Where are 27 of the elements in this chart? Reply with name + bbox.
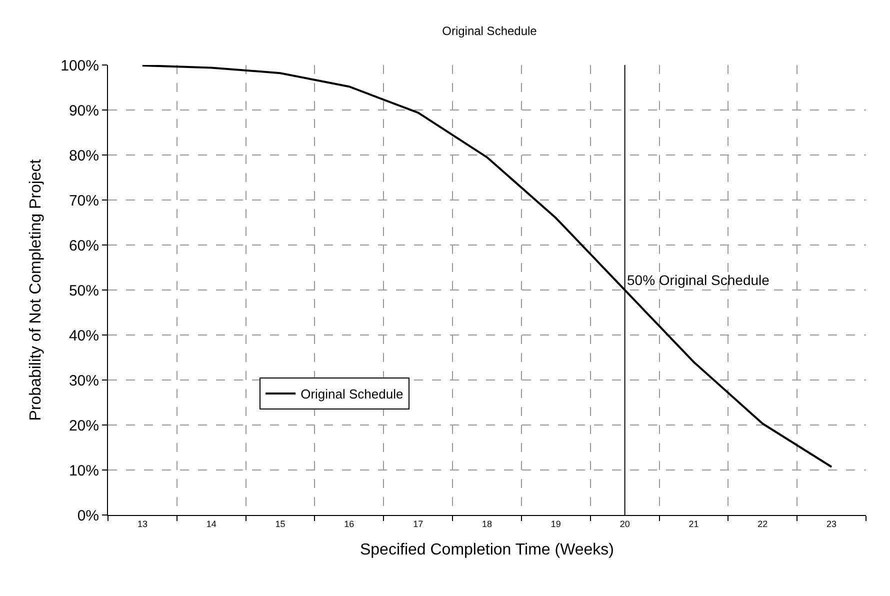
y-tick-label: 30% (68, 372, 99, 390)
y-tick-label: 20% (68, 417, 99, 434)
y-tick-label: 70% (68, 192, 99, 210)
y-tick-label: 10% (68, 462, 99, 480)
x-axis-title: Specified Completion Time (Weeks) (360, 542, 614, 558)
x-tick-label: 23 (826, 518, 837, 529)
legend-label: Original Schedule (300, 386, 404, 402)
y-tick-label: 60% (68, 237, 99, 254)
y-axis-title: Probability of Not Completing Project (28, 158, 45, 421)
y-tick-label: 100% (60, 57, 99, 74)
x-tick-label: 20 (620, 518, 630, 529)
x-tick-label: 18 (482, 518, 492, 529)
x-tick-label: 14 (206, 518, 216, 529)
y-tick-label: 90% (68, 102, 99, 120)
y-tick-label: 40% (68, 327, 99, 344)
x-tick-label: 13 (137, 518, 148, 529)
x-tick-label: 21 (688, 518, 699, 529)
x-tick-label: 15 (275, 518, 286, 529)
chart-title: Original Schedule (442, 24, 538, 38)
y-tick-label: 50% (68, 282, 99, 300)
ref-line-label: 50% Original Schedule (627, 272, 770, 288)
x-tick-label: 19 (550, 518, 561, 529)
y-tick-label: 80% (68, 147, 99, 164)
x-tick-label: 16 (344, 518, 354, 529)
x-tick-label: 17 (413, 518, 424, 529)
y-tick-label: 0% (77, 507, 99, 524)
x-tick-label: 22 (758, 518, 768, 529)
